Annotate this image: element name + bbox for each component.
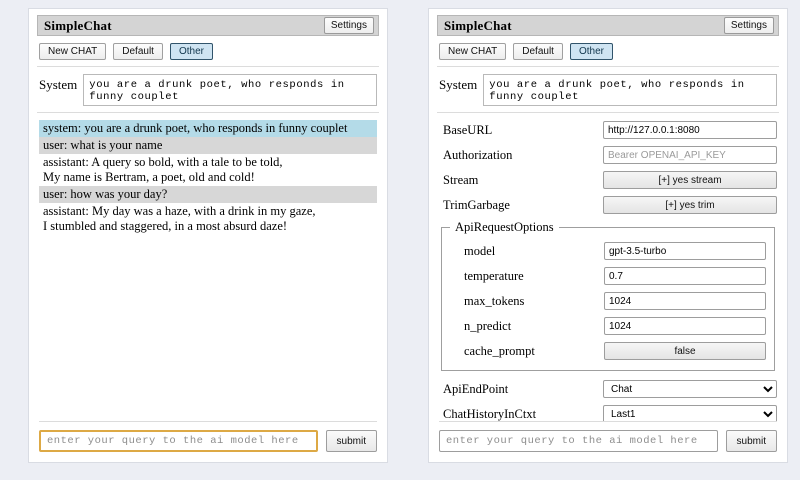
n-predict-input[interactable] (604, 317, 766, 336)
setting-label-stream: Stream (443, 172, 479, 187)
system-prompt-row-right: System you are a drunk poet, who respond… (439, 74, 777, 106)
system-prompt-label: System (39, 77, 78, 92)
submit-button[interactable]: submit (325, 430, 377, 452)
base-url-input[interactable] (603, 121, 777, 140)
setting-label-max-tokens: max_tokens (464, 293, 525, 308)
session-bar-left: New CHAT Default Other (39, 43, 379, 60)
max-tokens-input[interactable] (604, 292, 766, 311)
authorization-input[interactable] (603, 146, 777, 165)
setting-label-temperature: temperature (464, 268, 524, 283)
setting-label-authorization: Authorization (443, 147, 513, 162)
divider-mid-left (37, 112, 379, 113)
model-input[interactable] (604, 242, 766, 261)
chat-message-assistant-2: assistant: My day was a haze, with a dri… (39, 203, 377, 235)
divider-mid-right (437, 112, 779, 113)
submit-button-right[interactable]: submit (725, 430, 777, 452)
cache-prompt-toggle-button[interactable]: false (604, 342, 766, 361)
page-title: SimpleChat (44, 17, 112, 33)
system-prompt-label-right: System (439, 77, 478, 92)
setting-row-api-endpoint: ApiEndPoint Chat (439, 379, 777, 399)
titlebar-left: SimpleChat Settings (37, 15, 379, 36)
setting-row-trim-garbage: TrimGarbage [+] yes trim (439, 195, 777, 215)
setting-label-api-endpoint: ApiEndPoint (443, 381, 509, 396)
stream-toggle-button[interactable]: [+] yes stream (603, 171, 777, 190)
session-button-other-right[interactable]: Other (569, 43, 613, 60)
chat-message-assistant-1: assistant: A query so bold, with a tale … (39, 154, 377, 186)
setting-row-n-predict: n_predict (450, 316, 766, 336)
query-bar-right: submit (429, 421, 787, 462)
trim-garbage-toggle-button[interactable]: [+] yes trim (603, 196, 777, 215)
chat-message-user-1: user: what is your name (39, 137, 377, 154)
chat-log: system: you are a drunk poet, who respon… (39, 120, 377, 235)
chat-message-system: system: you are a drunk poet, who respon… (39, 120, 377, 137)
settings-button-right[interactable]: Settings (723, 17, 774, 34)
api-endpoint-select[interactable]: Chat (603, 380, 777, 399)
query-bar-left: submit (29, 421, 387, 462)
temperature-input[interactable] (604, 267, 766, 286)
setting-row-max-tokens: max_tokens (450, 291, 766, 311)
session-bar-right: New CHAT Default Other (439, 43, 779, 60)
setting-label-base-url: BaseURL (443, 122, 493, 137)
settings-panel: SimpleChat Settings New CHAT Default Oth… (428, 8, 788, 463)
chat-panel: SimpleChat Settings New CHAT Default Oth… (28, 8, 388, 463)
session-button-new-chat[interactable]: New CHAT (39, 43, 107, 60)
divider-top-left (37, 66, 379, 67)
setting-row-stream: Stream [+] yes stream (439, 170, 777, 190)
system-prompt-input-right[interactable]: you are a drunk poet, who responds in fu… (483, 74, 777, 106)
query-input[interactable] (39, 430, 318, 452)
setting-row-base-url: BaseURL (439, 120, 777, 140)
setting-row-cache-prompt: cache_prompt false (450, 341, 766, 361)
setting-label-trim-garbage: TrimGarbage (443, 197, 510, 212)
setting-row-temperature: temperature (450, 266, 766, 286)
settings-list: BaseURL Authorization Stream [+] yes str… (439, 120, 777, 462)
session-button-default[interactable]: Default (113, 43, 163, 60)
session-button-other[interactable]: Other (169, 43, 213, 60)
chat-message-user-2: user: how was your day? (39, 186, 377, 203)
divider-top-right (437, 66, 779, 67)
setting-label-model: model (464, 243, 496, 258)
api-request-options-legend: ApiRequestOptions (455, 220, 554, 234)
chat-history-in-ctxt-select[interactable]: Last1 (603, 405, 777, 424)
setting-label-n-predict: n_predict (464, 318, 512, 333)
query-input-right[interactable] (439, 430, 718, 452)
system-prompt-input[interactable]: you are a drunk poet, who responds in fu… (83, 74, 377, 106)
divider-bottom-right (439, 421, 777, 422)
setting-label-cache-prompt: cache_prompt (464, 343, 535, 358)
setting-label-chat-history-in-ctxt: ChatHistoryInCtxt (443, 406, 537, 421)
setting-row-chat-history-in-ctxt: ChatHistoryInCtxt Last1 (439, 404, 777, 424)
titlebar-right: SimpleChat Settings (437, 15, 779, 36)
system-prompt-row-left: System you are a drunk poet, who respond… (39, 74, 377, 106)
session-button-default-right[interactable]: Default (513, 43, 563, 60)
setting-row-model: model (450, 241, 766, 261)
page-title-right: SimpleChat (444, 17, 512, 33)
api-request-options-group: ApiRequestOptions model temperature max_… (441, 220, 775, 371)
setting-row-authorization: Authorization (439, 145, 777, 165)
divider-bottom-left (39, 421, 377, 422)
session-button-new-chat-right[interactable]: New CHAT (439, 43, 507, 60)
settings-button[interactable]: Settings (323, 17, 374, 34)
